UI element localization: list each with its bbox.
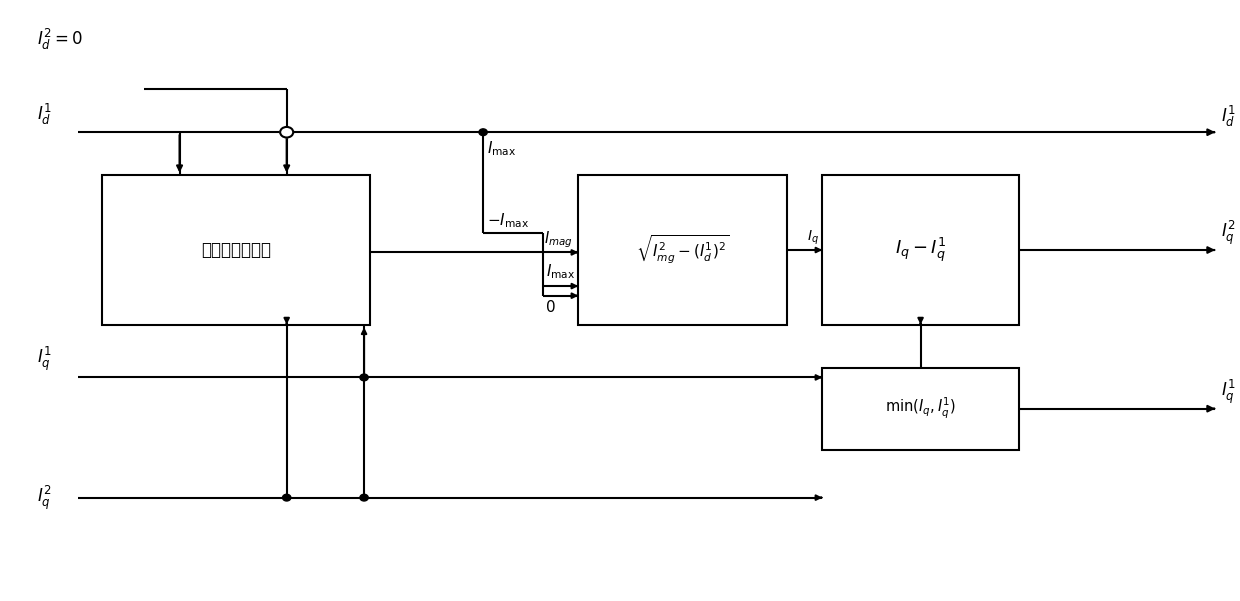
- Text: $I_{d}^{2}=0$: $I_{d}^{2}=0$: [37, 27, 83, 52]
- Circle shape: [283, 494, 291, 501]
- Text: $I_{q}^{1}$: $I_{q}^{1}$: [37, 344, 51, 373]
- Bar: [822, 175, 1019, 325]
- Text: $\mathrm{min}(I_{q},I_{q}^{1})$: $\mathrm{min}(I_{q},I_{q}^{1})$: [885, 396, 956, 421]
- Circle shape: [360, 494, 368, 501]
- Text: $-I_{\max}$: $-I_{\max}$: [486, 212, 528, 230]
- Text: $I_{q}^{2}$: $I_{q}^{2}$: [37, 484, 51, 512]
- Text: $I_{d}^{1}$: $I_{d}^{1}$: [1221, 104, 1236, 129]
- Circle shape: [280, 127, 293, 138]
- Text: $I_{q}-I_{q}^{1}$: $I_{q}-I_{q}^{1}$: [895, 236, 946, 264]
- Text: 0: 0: [546, 300, 556, 316]
- Bar: [102, 175, 370, 325]
- Text: $I_{\max}$: $I_{\max}$: [546, 263, 575, 281]
- Text: $\sqrt{I_{mg}^{2}-(I_{d}^{1})^{2}}$: $\sqrt{I_{mg}^{2}-(I_{d}^{1})^{2}}$: [636, 234, 729, 266]
- Text: $I_{\max}$: $I_{\max}$: [486, 139, 516, 158]
- Text: $I_{q}^{1}$: $I_{q}^{1}$: [1221, 377, 1236, 406]
- Text: $I_{mag}$: $I_{mag}$: [543, 229, 573, 249]
- Circle shape: [479, 129, 487, 136]
- Text: 故障相电流幅值: 故障相电流幅值: [201, 241, 272, 259]
- Bar: [578, 175, 786, 325]
- Text: $I_{d}^{1}$: $I_{d}^{1}$: [37, 102, 51, 127]
- Bar: [822, 368, 1019, 450]
- Text: $I_{q}$: $I_{q}$: [807, 229, 818, 247]
- Circle shape: [360, 374, 368, 381]
- Text: $I_{q}^{2}$: $I_{q}^{2}$: [1221, 219, 1235, 247]
